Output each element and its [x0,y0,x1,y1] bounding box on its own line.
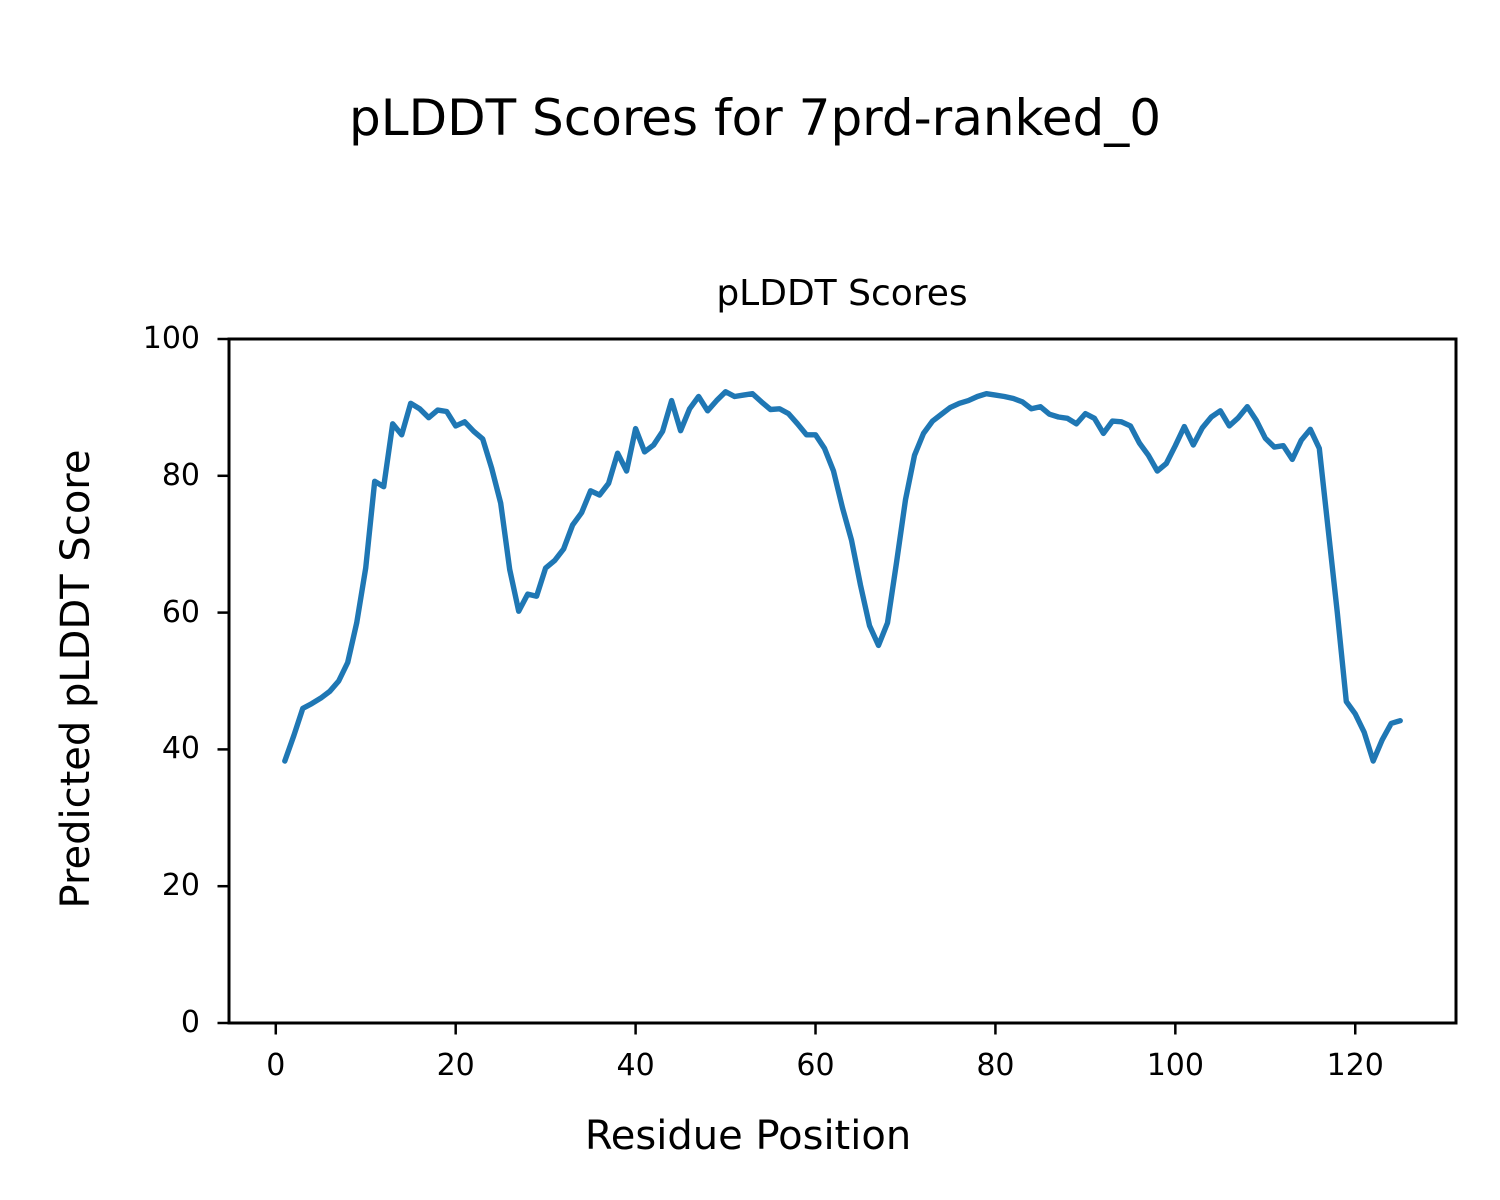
x-tick-label: 20 [436,1048,475,1083]
x-tick-label: 120 [1326,1048,1384,1083]
x-tick-label: 0 [266,1048,286,1083]
figure-suptitle: pLDDT Scores for 7prd-ranked_0 [348,89,1162,147]
y-tick-label: 80 [161,457,200,493]
axes-title: pLDDT Scores [716,273,968,314]
plddt-line [282,389,1403,764]
y-tick-label: 0 [180,1005,200,1040]
y-tick-label: 100 [142,321,200,356]
x-tick-label: 60 [796,1048,835,1083]
y-tick-label: 20 [161,868,200,904]
x-tick-label: 80 [976,1048,1015,1083]
y-axis-label: Predicted pLDDT Score [53,449,99,909]
y-tick-label: 60 [161,594,200,630]
x-tick-label: 40 [616,1048,655,1083]
tick-marks [217,337,1357,1035]
axes-frame [227,337,1458,1025]
x-tick-label: 100 [1146,1048,1204,1083]
y-tick-label: 40 [161,731,200,767]
x-axis-label: Residue Position [584,1113,912,1159]
